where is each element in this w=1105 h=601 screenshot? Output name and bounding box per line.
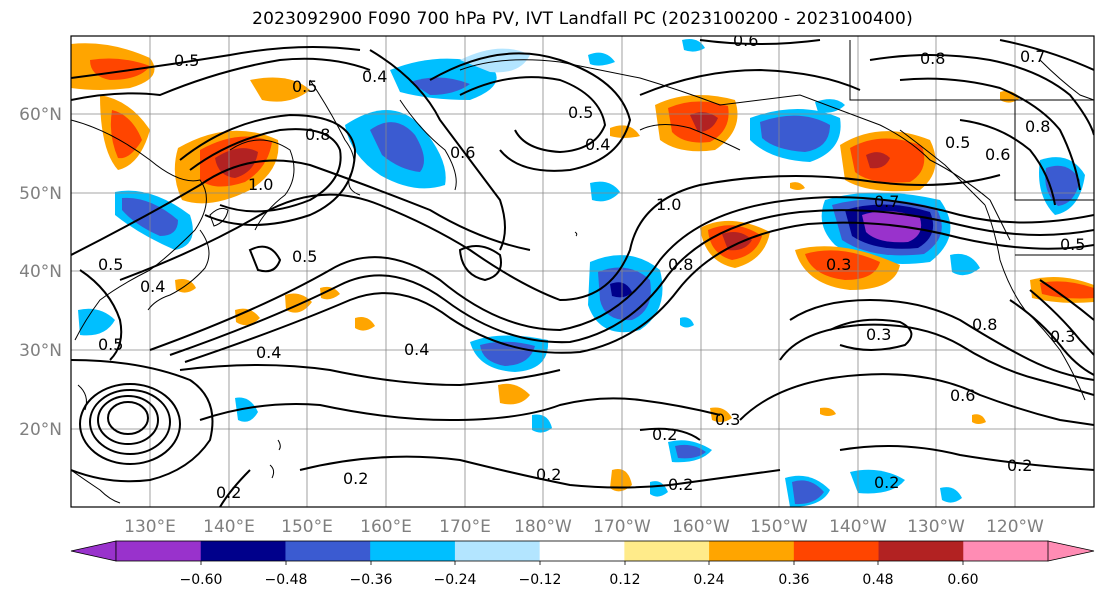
lon-label: 120°W	[986, 517, 1044, 537]
contour-label: 0.3	[715, 410, 740, 429]
lat-label-20n: 20°N	[19, 420, 62, 440]
contour-label: 0.3	[1050, 327, 1075, 346]
contour-label: 0.8	[920, 49, 945, 68]
colorbar-segment	[454, 541, 541, 561]
colorbar-segment	[624, 541, 710, 561]
contour-label: 0.4	[585, 135, 610, 154]
lon-label: 170°W	[593, 517, 651, 537]
contour-label: 0.2	[874, 473, 899, 492]
colorbar-segment	[370, 541, 456, 561]
plot-frame	[70, 35, 1095, 508]
lat-label-50n: 50°N	[19, 184, 62, 204]
contour-label: 0.6	[450, 143, 475, 162]
colorbar-frame	[115, 540, 1049, 562]
latitude-axis: 60°N 50°N 40°N 30°N 20°N	[19, 105, 62, 440]
contour-label: 0.2	[216, 483, 241, 502]
contour-label: 0.4	[404, 340, 429, 359]
colorbar-tick-label: 0.36	[778, 572, 809, 588]
contour-label: 0.5	[945, 133, 970, 152]
contour-labels: 0.5 0.5 0.4 0.8 1.0 0.5 0.4 0.6 0.6 0.8 …	[98, 31, 1085, 502]
contour-label: 0.4	[140, 277, 165, 296]
map-title: 2023092900 F090 700 hPa PV, IVT Landfall…	[252, 9, 913, 29]
colorbar-tick-label: 0.24	[693, 572, 724, 588]
contour-label: 0.6	[985, 145, 1010, 164]
lon-label: 130°W	[907, 517, 965, 537]
contour-label: 1.0	[656, 195, 681, 214]
contour-label: 0.4	[256, 343, 281, 362]
lon-label: 140°E	[203, 517, 255, 537]
graticule	[71, 36, 1094, 507]
colorbar-extend-max	[1047, 540, 1095, 562]
contour-label: 0.4	[362, 67, 387, 86]
colorbar-segment	[963, 541, 1049, 561]
contour-label: 0.5	[1060, 235, 1085, 254]
colorbar-tick-label: −0.12	[519, 572, 562, 588]
colorbar-segment	[285, 541, 371, 561]
lon-label: 150°W	[750, 517, 808, 537]
colorbar-tick-label: −0.36	[350, 572, 393, 588]
lon-label: 170°E	[439, 517, 491, 537]
lat-label-40n: 40°N	[19, 262, 62, 282]
contour-label: 0.7	[1020, 47, 1045, 66]
lat-label-30n: 30°N	[19, 341, 62, 361]
colorbar-tick-label: 0.60	[947, 572, 978, 588]
contour-label: 0.6	[733, 31, 758, 50]
contour-label: 0.2	[1007, 456, 1032, 475]
contour-label: 0.5	[174, 51, 199, 70]
contour-label: 0.8	[305, 125, 330, 144]
colorbar-tick-label: −0.60	[180, 572, 223, 588]
contour-label: 0.2	[343, 469, 368, 488]
lon-label: 130°E	[124, 517, 176, 537]
colorbar-segment	[539, 541, 625, 561]
colorbar-segment	[709, 541, 795, 561]
contour-label: 0.2	[536, 465, 561, 484]
lon-label: 160°E	[360, 517, 412, 537]
lon-label: 140°W	[829, 517, 887, 537]
contour-label: 0.8	[1025, 117, 1050, 136]
colorbar-segment	[200, 541, 286, 561]
ivt-contours	[71, 39, 1094, 507]
lat-label-60n: 60°N	[19, 105, 62, 125]
longitude-axis: 130°E 140°E 150°E 160°E 170°E 180°W 170°…	[124, 517, 1044, 537]
colorbar-tick-label: −0.24	[434, 572, 477, 588]
contour-label: 0.3	[826, 255, 851, 274]
contour-label: 0.7	[874, 192, 899, 211]
contour-label: 0.5	[98, 255, 123, 274]
contour-label: 0.6	[950, 386, 975, 405]
colorbar-tick-label: −0.48	[265, 572, 308, 588]
colorbar-segment	[878, 541, 964, 561]
plot-area: 0.5 0.5 0.4 0.8 1.0 0.5 0.4 0.6 0.6 0.8 …	[71, 31, 1094, 507]
colorbar-segment	[793, 541, 880, 561]
contour-label: 0.3	[866, 325, 891, 344]
contour-label: 0.8	[668, 255, 693, 274]
contour-label: 0.8	[972, 315, 997, 334]
contour-label: 0.5	[292, 247, 317, 266]
lon-label: 150°E	[281, 517, 333, 537]
contour-label: 0.5	[292, 77, 317, 96]
contour-label: 0.5	[568, 103, 593, 122]
contour-label: 0.5	[98, 335, 123, 354]
contour-label: 1.0	[248, 175, 273, 194]
colorbar-tick-label: 0.12	[609, 572, 640, 588]
colorbar-tick-label: 0.48	[862, 572, 893, 588]
contour-label: 0.2	[668, 475, 693, 494]
contour-label: 0.2	[652, 425, 677, 444]
colorbar-extend-min	[70, 540, 117, 562]
colorbar: −0.60 −0.48 −0.36 −0.24 −0.12 0.12 0.24 …	[70, 540, 1095, 588]
colorbar-segment	[116, 541, 202, 561]
lon-label: 160°W	[672, 517, 730, 537]
lon-label: 180°W	[514, 517, 572, 537]
